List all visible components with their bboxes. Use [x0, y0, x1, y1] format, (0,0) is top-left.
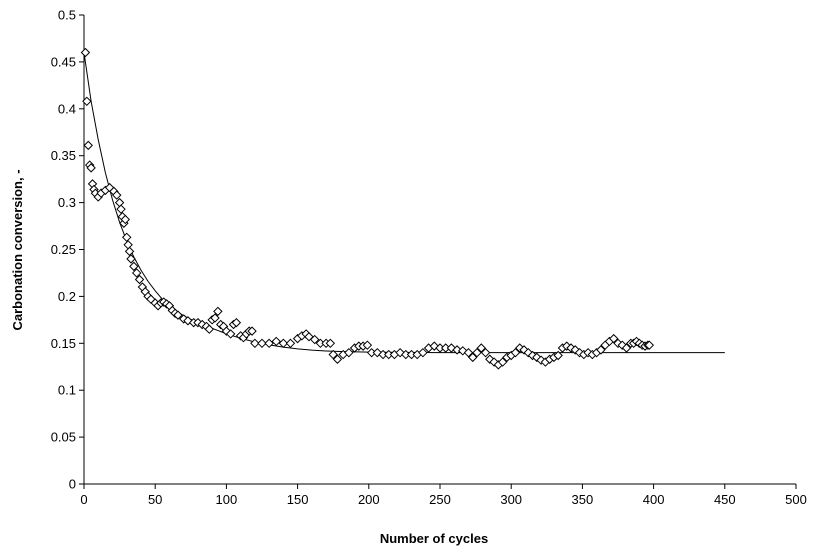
x-tick-label: 200 [358, 492, 380, 507]
x-tick-label: 350 [572, 492, 594, 507]
x-tick-label: 300 [500, 492, 522, 507]
data-point-marker [452, 345, 462, 355]
data-point-marker [80, 47, 91, 58]
data-point-marker [120, 214, 131, 225]
x-axis-label: Number of cycles [380, 531, 488, 546]
data-point-marker [476, 343, 487, 353]
data-point-marker [510, 347, 521, 358]
data-point-marker [285, 338, 296, 349]
data-point-marker [83, 140, 93, 151]
data-point-marker [116, 204, 126, 214]
y-tick-label: 0.3 [58, 195, 76, 210]
data-point-marker [309, 334, 320, 345]
data-point-marker [134, 274, 145, 285]
data-point-marker [497, 357, 508, 367]
data-point-marker [257, 338, 267, 349]
data-point-marker [553, 350, 563, 361]
data-point-marker [204, 324, 215, 334]
data-point-marker [362, 340, 373, 350]
data-point-marker [114, 197, 125, 208]
y-axis-ticks: 0 0.05 0.1 0.15 0.2 0.25 0.3 0.35 0.4 0.45 0.5 [51, 8, 84, 492]
y-tick-label: 0.25 [51, 242, 76, 257]
fit-curve-line [83, 52, 725, 354]
y-tick-label: 0.1 [58, 383, 76, 398]
data-point-marker [250, 338, 260, 349]
x-tick-label: 0 [80, 492, 87, 507]
data-point-marker [210, 313, 220, 323]
data-point-marker [126, 254, 136, 264]
data-point-marker [463, 347, 474, 358]
data-point-marker [124, 246, 135, 257]
y-tick-label: 0.15 [51, 336, 76, 351]
y-tick-label: 0.4 [58, 101, 76, 116]
data-point-marker [332, 354, 343, 364]
data-point-marker [609, 333, 619, 344]
fit-curve-layer [83, 52, 725, 354]
data-point-marker [131, 268, 142, 278]
y-tick-label: 0.5 [58, 8, 76, 23]
x-tick-label: 400 [643, 492, 665, 507]
x-tick-label: 450 [714, 492, 736, 507]
data-point-marker [644, 340, 655, 350]
x-tick-label: 500 [785, 492, 807, 507]
x-tick-label: 150 [287, 492, 309, 507]
data-point-marker [173, 310, 183, 320]
data-point-marker [480, 347, 491, 358]
data-point-marker [418, 347, 428, 358]
data-point-marker [112, 190, 122, 200]
data-point-marker [86, 163, 96, 173]
data-point-marker [468, 352, 478, 363]
y-tick-label: 0.2 [58, 289, 76, 304]
data-point-marker [328, 349, 338, 360]
x-tick-label: 250 [429, 492, 451, 507]
x-tick-label: 100 [216, 492, 238, 507]
data-point-marker [231, 317, 242, 328]
data-point-marker [225, 329, 236, 339]
data-point-marker [213, 306, 223, 317]
y-tick-label: 0.45 [51, 54, 76, 69]
data-point-marker [264, 338, 274, 349]
y-axis-label: Carbonation conversion, - [10, 169, 25, 330]
data-point-marker [325, 338, 336, 349]
data-point-marker [344, 347, 354, 358]
data-point-marker [596, 345, 606, 355]
data-point-marker [129, 261, 139, 272]
x-axis-ticks: 0 50 100 150 200 250 300 350 400 450 500 [80, 484, 807, 507]
data-point-marker [271, 336, 281, 347]
data-point-marker [472, 347, 482, 358]
y-tick-label: 0.35 [51, 148, 76, 163]
data-point-marker [122, 232, 132, 243]
y-tick-label: 0 [69, 477, 76, 492]
data-point-marker [123, 240, 133, 250]
data-point-marker [621, 343, 632, 353]
x-tick-label: 50 [148, 492, 162, 507]
data-point-marker [278, 338, 289, 349]
y-tick-label: 0.05 [51, 430, 76, 445]
data-points-layer [80, 47, 655, 370]
data-point-marker [82, 96, 92, 107]
data-point-marker [247, 326, 257, 336]
plot-area [83, 15, 796, 485]
